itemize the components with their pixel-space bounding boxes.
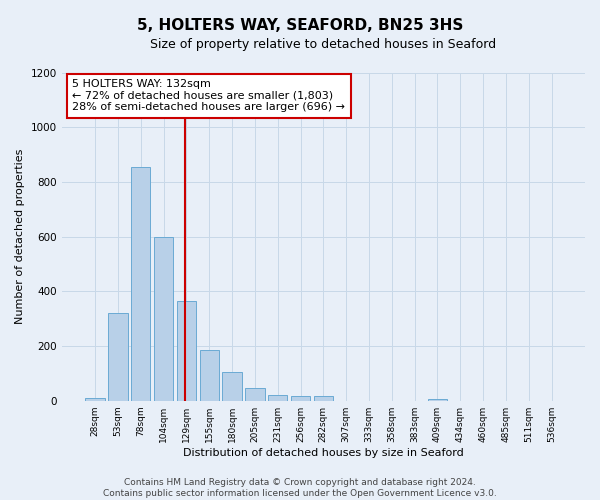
Text: Contains HM Land Registry data © Crown copyright and database right 2024.
Contai: Contains HM Land Registry data © Crown c… — [103, 478, 497, 498]
Bar — [200, 350, 219, 401]
Bar — [268, 395, 287, 400]
X-axis label: Distribution of detached houses by size in Seaford: Distribution of detached houses by size … — [183, 448, 464, 458]
Bar — [177, 301, 196, 400]
Text: 5, HOLTERS WAY, SEAFORD, BN25 3HS: 5, HOLTERS WAY, SEAFORD, BN25 3HS — [137, 18, 463, 32]
Bar — [223, 372, 242, 400]
Bar — [108, 313, 128, 400]
Bar — [154, 236, 173, 400]
Text: 5 HOLTERS WAY: 132sqm
← 72% of detached houses are smaller (1,803)
28% of semi-d: 5 HOLTERS WAY: 132sqm ← 72% of detached … — [72, 79, 345, 112]
Title: Size of property relative to detached houses in Seaford: Size of property relative to detached ho… — [150, 38, 496, 51]
Bar — [314, 396, 333, 400]
Bar — [85, 398, 105, 400]
Y-axis label: Number of detached properties: Number of detached properties — [15, 149, 25, 324]
Bar — [245, 388, 265, 400]
Bar — [291, 396, 310, 400]
Bar — [428, 398, 447, 400]
Bar — [131, 167, 151, 400]
